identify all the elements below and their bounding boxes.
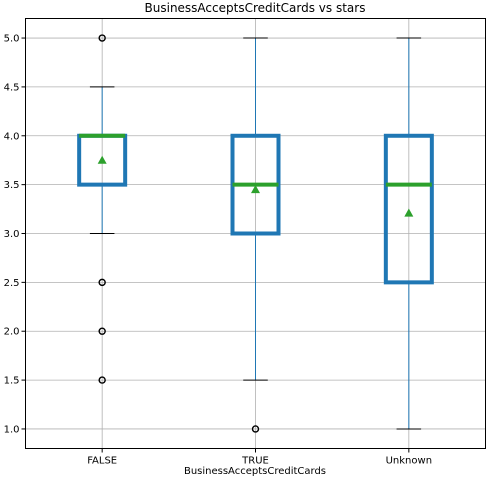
box-unknown [383, 37, 434, 430]
outlier-point [251, 425, 260, 433]
mean-marker [404, 208, 414, 217]
x-tick-label: FALSE [87, 456, 117, 467]
y-tick-label: 3.0 [4, 229, 20, 240]
iqr-box [383, 133, 434, 285]
y-tick-label: 3.5 [4, 180, 20, 191]
chart-title: BusinessAcceptsCreditCards vs stars [145, 1, 366, 15]
outlier-point [98, 34, 106, 42]
x-axis-label: BusinessAcceptsCreditCards [184, 466, 326, 477]
y-tick-label: 4.0 [4, 131, 20, 142]
y-tick-label: 1.0 [4, 424, 20, 435]
outlier-point [98, 376, 106, 384]
outlier-point [98, 278, 106, 287]
y-tick-label: 4.5 [4, 82, 20, 93]
x-tick-label: Unknown [386, 456, 432, 467]
y-tick-label: 1.5 [4, 376, 20, 387]
box-false [77, 34, 128, 384]
box-layer [77, 34, 434, 433]
y-tick-label: 2.0 [4, 327, 20, 338]
outlier-point [98, 327, 106, 335]
x-axis: FALSE TRUE Unknown [87, 448, 432, 467]
x-tick-label: TRUE [241, 456, 269, 467]
y-axis: 1.0 1.5 2.0 2.5 3.0 3.5 4.0 4.5 5.0 [4, 34, 26, 435]
box-true [230, 37, 281, 433]
mean-marker [251, 185, 260, 194]
y-tick-label: 2.5 [4, 278, 20, 289]
mean-marker [97, 155, 107, 164]
y-tick-label: 5.0 [4, 34, 20, 45]
